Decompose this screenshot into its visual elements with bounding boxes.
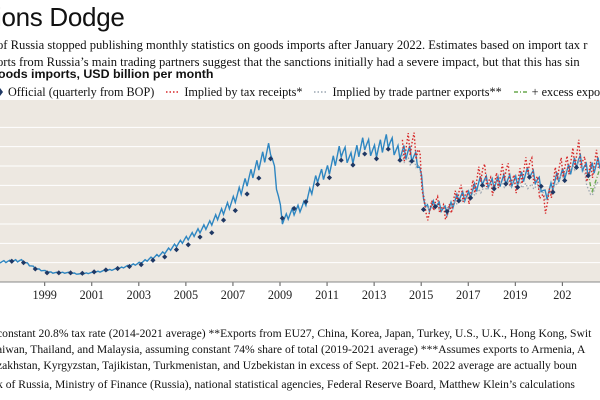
x-tick-label: 2003 [127,288,151,302]
data-point-official [362,151,368,157]
legend-label: Implied by trade partner exports** [332,84,502,99]
data-point-official [150,257,156,263]
subtitle: of Russia stopped publishing monthly sta… [0,37,600,71]
legend-item-partner: Implied by trade partner exports** [314,84,502,100]
data-point-official [550,189,556,195]
data-point-official [126,263,133,270]
x-tick-label: 2005 [174,288,198,302]
data-point-official [279,215,285,221]
legend-item-excess: + excess exports [513,84,600,100]
line-chart: 1999 2001 2003 2005 2007 2009 2011 2013 2015 2017… [0,100,600,302]
data-point-official [256,175,262,181]
subtitle-line: of Russia stopped publishing monthly sta… [0,38,588,52]
x-tick-label: 2011 [315,288,339,302]
footnote-line: aiwan, Thailand, and Malaysia, assuming … [0,343,586,356]
data-point-official [32,266,38,272]
series-excess-exports-line [587,171,600,194]
x-tick-label: 2009 [268,288,292,302]
data-point-official [585,173,591,179]
data-point-official [209,230,215,236]
x-tick-label: 1999 [33,288,57,302]
data-point-official [573,164,580,171]
data-point-official [562,177,568,184]
data-point-official [115,265,121,272]
x-tick-label: 202 [553,288,571,302]
data-point-official [232,207,238,214]
data-point-official [491,186,497,192]
data-point-official [538,183,544,189]
data-point-official [9,258,15,264]
legend-label: Implied by tax receipts* [184,84,303,99]
data-point-official [373,156,380,162]
data-point-official [467,195,474,201]
data-point-official [173,247,180,253]
data-point-official [350,162,356,168]
data-point-official [456,198,462,204]
x-tick-label: 2013 [362,288,386,302]
data-point-official [338,157,344,163]
page-title: ions Dodge [0,2,125,32]
x-tick-label: 2019 [503,288,527,302]
legend-label: Official (quarterly from BOP) [8,84,155,99]
series-layer [0,132,600,276]
data-point-official [315,181,321,187]
legend-item-tax: Implied by tax receipts* [166,85,302,100]
x-tick-label: 2017 [456,288,480,302]
x-tick-label: 2001 [80,288,104,302]
legend-item-official: Official (quarterly from BOP) [0,85,154,100]
data-point-official [503,181,509,187]
data-point-official [244,191,250,197]
data-point-official [409,158,415,164]
diamond-marker-icon [0,88,3,96]
data-point-official [79,270,85,276]
data-point-official [91,269,97,275]
gridlines [0,126,600,264]
data-point-official [67,270,74,276]
subtitle-line: orts from Russia’s main trading partners… [0,55,580,69]
data-point-official [303,199,309,205]
data-point-official [267,156,274,162]
data-point-official [326,175,333,181]
plot-background [0,100,600,282]
data-point-official [220,217,227,223]
data-point-official [385,146,391,152]
data-point-official [432,204,438,210]
data-point-official [197,234,203,240]
data-point-official [291,205,297,212]
source-note: k of Russia, Ministry of Finance (Russia… [0,378,575,391]
footnotes: constant 20.8% tax rate (2014-2021 avera… [0,326,591,374]
footnote-line: constant 20.8% tax rate (2014-2021 avera… [0,327,592,340]
x-axis-ticks: 1999 2001 2003 2005 2007 2009 2011 2013 2015 2017… [0,281,600,302]
legend: Official (quarterly from BOP) Implied by… [0,84,600,100]
x-tick-label: 2007 [221,288,245,302]
data-point-official [526,174,533,180]
data-point-official [479,182,485,188]
dotted-line-icon [314,91,329,93]
dotted-line-icon [166,91,181,93]
footnote-line: zakhstan, Kyrgyzstan, Tajikistan, Turkme… [0,359,577,372]
series-monthly-line [0,134,600,276]
data-point-official [185,242,191,248]
data-point-official [515,184,521,190]
legend-label: + excess exports [531,84,600,99]
data-point-official [420,206,427,213]
dash-dot-line-icon [513,91,528,93]
chart-label: oods imports, USD billion per month [0,67,214,81]
data-point-official [397,157,403,163]
x-tick-label: 2015 [409,288,433,302]
